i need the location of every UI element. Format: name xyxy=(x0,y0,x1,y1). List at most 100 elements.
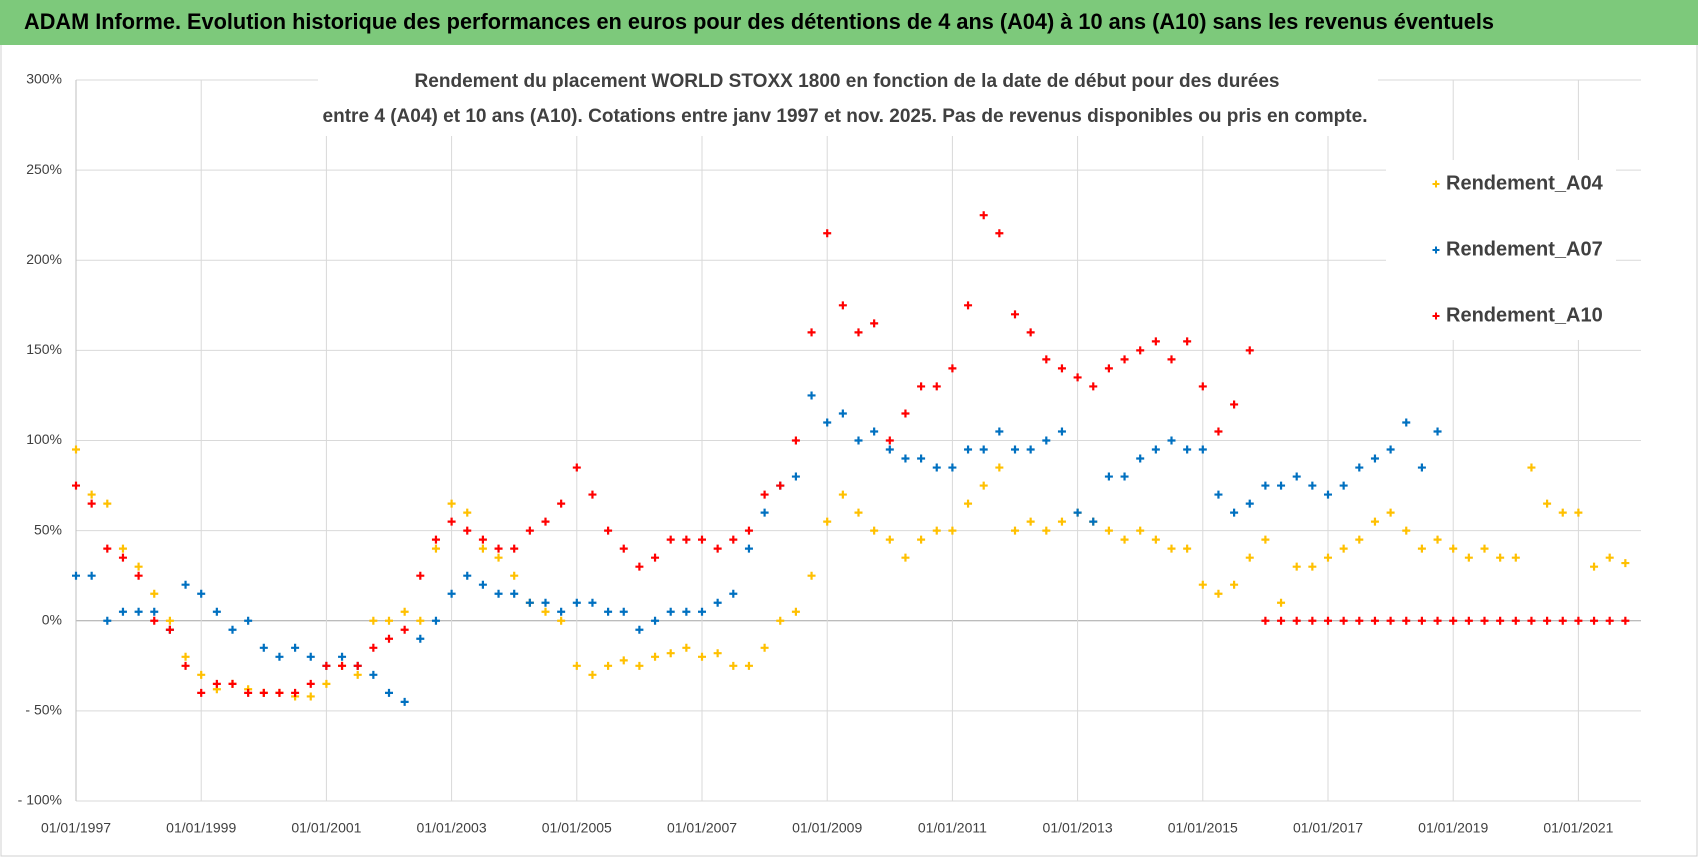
scatter-point xyxy=(760,508,769,517)
scatter-point xyxy=(823,418,832,427)
legend-marker xyxy=(1432,246,1440,254)
scatter-point xyxy=(744,661,753,670)
scatter-point xyxy=(1057,517,1066,526)
scatter-point xyxy=(854,328,863,337)
scatter-point xyxy=(807,391,816,400)
scatter-point xyxy=(1324,616,1332,625)
scatter-point xyxy=(588,598,597,607)
scatter-point xyxy=(494,589,503,598)
scatter-point xyxy=(964,301,973,310)
y-tick-label: 150% xyxy=(26,341,62,357)
scatter-point xyxy=(713,598,722,607)
x-tick-label: 01/01/2017 xyxy=(1293,820,1363,836)
scatter-point xyxy=(1214,589,1223,598)
scatter-point xyxy=(1480,616,1489,625)
scatter-point xyxy=(1464,616,1473,625)
scatter-point xyxy=(1449,544,1458,553)
scatter-point xyxy=(791,436,800,445)
scatter-point xyxy=(1167,355,1176,364)
scatter-point xyxy=(1292,616,1301,625)
scatter-point xyxy=(1339,481,1348,490)
scatter-point xyxy=(1151,535,1160,544)
scatter-point xyxy=(1590,562,1599,571)
x-tick-label: 01/01/2015 xyxy=(1168,820,1238,836)
scatter-point xyxy=(995,463,1004,472)
scatter-point xyxy=(385,616,393,625)
scatter-point xyxy=(385,634,393,643)
scatter-point xyxy=(698,607,706,616)
scatter-point xyxy=(244,616,253,625)
scatter-point xyxy=(1230,580,1239,589)
scatter-point xyxy=(118,553,127,562)
scatter-point xyxy=(776,616,785,625)
scatter-point xyxy=(275,688,284,697)
scatter-point xyxy=(1245,553,1254,562)
scatter-point xyxy=(1339,616,1348,625)
scatter-point xyxy=(1136,526,1145,535)
scatter-point xyxy=(1370,454,1379,463)
scatter-point xyxy=(1167,436,1176,445)
scatter-point xyxy=(150,607,159,616)
scatter-point xyxy=(1214,490,1223,499)
scatter-point xyxy=(619,656,628,665)
scatter-point xyxy=(306,692,315,701)
scatter-point xyxy=(682,643,691,652)
scatter-point xyxy=(1026,517,1035,526)
scatter-point xyxy=(1558,616,1567,625)
scatter-point xyxy=(494,553,503,562)
scatter-point xyxy=(1183,445,1192,454)
x-tick-label: 01/01/2009 xyxy=(792,820,862,836)
scatter-point xyxy=(431,535,440,544)
scatter-point xyxy=(447,589,456,598)
scatter-point xyxy=(197,589,206,598)
scatter-point xyxy=(431,544,440,553)
scatter-point xyxy=(557,616,566,625)
scatter-point xyxy=(510,571,519,580)
scatter-point xyxy=(760,643,769,652)
scatter-point xyxy=(932,463,941,472)
scatter-point xyxy=(666,607,675,616)
scatter-point xyxy=(854,436,863,445)
scatter-point xyxy=(698,652,706,661)
scatter-point xyxy=(150,589,159,598)
scatter-point xyxy=(1261,616,1270,625)
scatter-point xyxy=(1464,553,1473,562)
scatter-point xyxy=(666,535,675,544)
scatter-point xyxy=(103,544,112,553)
scatter-point xyxy=(995,427,1004,436)
scatter-point xyxy=(1104,364,1113,373)
scatter-point xyxy=(259,643,268,652)
scatter-point xyxy=(416,634,425,643)
scatter-point xyxy=(1011,445,1019,454)
scatter-point xyxy=(197,670,206,679)
scatter-point xyxy=(1449,616,1458,625)
scatter-point xyxy=(1292,562,1301,571)
scatter-point xyxy=(1511,553,1520,562)
y-tick-label: 200% xyxy=(26,251,62,267)
scatter-point xyxy=(604,526,613,535)
scatter-point xyxy=(134,607,143,616)
scatter-point xyxy=(1605,553,1614,562)
scatter-point xyxy=(917,535,926,544)
y-tick-label: 300% xyxy=(26,71,62,87)
scatter-point xyxy=(212,607,221,616)
scatter-point xyxy=(134,562,143,571)
scatter-point xyxy=(1417,463,1426,472)
scatter-point xyxy=(1386,445,1395,454)
scatter-point xyxy=(823,229,832,238)
scatter-point xyxy=(964,445,973,454)
y-tick-label: 100% xyxy=(26,431,62,447)
scatter-point xyxy=(400,625,409,634)
scatter-point xyxy=(447,517,456,526)
scatter-point xyxy=(885,445,894,454)
scatter-point xyxy=(932,526,941,535)
scatter-point xyxy=(729,589,738,598)
scatter-point xyxy=(1355,616,1364,625)
scatter-point xyxy=(525,598,534,607)
scatter-point xyxy=(1104,526,1113,535)
scatter-point xyxy=(870,319,879,328)
x-tick-label: 01/01/2003 xyxy=(417,820,487,836)
scatter-point xyxy=(369,616,378,625)
scatter-point xyxy=(588,490,597,499)
